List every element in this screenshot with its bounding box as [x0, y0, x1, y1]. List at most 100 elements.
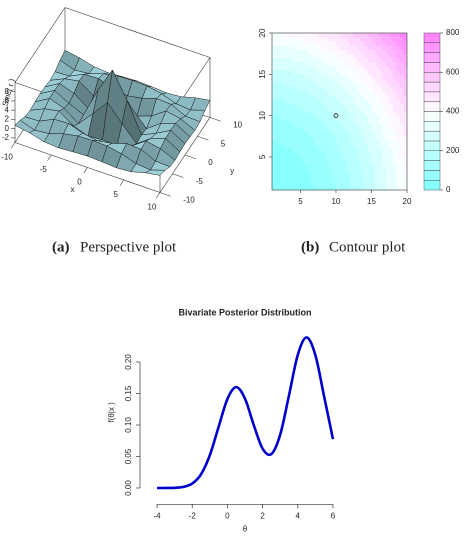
- contour-cell: [375, 156, 379, 162]
- contour-cell: [328, 61, 333, 67]
- contour-cell: [296, 82, 301, 88]
- contour-cell: [314, 136, 319, 141]
- contour-cell: [300, 156, 305, 162]
- contour-cell: [279, 57, 284, 63]
- contour-cell: [303, 161, 308, 166]
- contour-cell: [385, 74, 390, 79]
- contour-cell: [282, 41, 287, 46]
- contour-cell: [343, 173, 348, 179]
- contour-cell: [279, 53, 284, 59]
- contour-cell: [367, 169, 372, 174]
- contour-cell: [357, 181, 362, 187]
- contour-cell: [385, 165, 390, 170]
- contour-cell: [293, 45, 298, 50]
- contour-cell: [396, 156, 401, 162]
- contour-cell: [357, 169, 362, 174]
- contour-cell: [389, 148, 394, 154]
- contour-cell: [375, 57, 379, 63]
- contour-cell: [282, 37, 287, 42]
- contour-cell: [364, 74, 369, 79]
- contour-cell: [399, 136, 404, 141]
- point: [333, 113, 339, 118]
- contour-cell: [289, 169, 294, 174]
- contour-cell: [339, 140, 344, 145]
- contour-cell: [279, 177, 284, 183]
- contour-cell: [282, 61, 287, 67]
- contour-cell: [311, 82, 316, 88]
- contour-cell: [311, 132, 316, 137]
- contour-cell: [375, 49, 379, 55]
- contour-cell: [403, 45, 407, 50]
- contour-cell: [275, 41, 280, 46]
- x-tick-label: 5: [114, 190, 119, 199]
- contour-cell: [282, 185, 287, 190]
- contour-cell: [265, 91, 269, 96]
- contour-cell: [382, 140, 387, 145]
- contour-cell: [385, 41, 390, 46]
- contour-cell: [360, 119, 365, 125]
- contour-cell: [371, 86, 376, 92]
- contour-cell: [279, 123, 284, 129]
- contour-cell: [375, 123, 379, 129]
- contour-cell: [332, 111, 337, 117]
- contour-cell: [382, 86, 387, 92]
- contour-cell: [371, 103, 376, 108]
- contour-cell: [378, 66, 383, 71]
- contour-cell: [325, 156, 330, 162]
- contour-cell: [367, 185, 372, 190]
- contour-cell: [272, 181, 276, 187]
- contour-cell: [265, 178, 269, 183]
- contour-cell: [335, 132, 340, 137]
- contour-cell: [346, 66, 351, 71]
- contour-cell: [364, 156, 369, 162]
- contour-cell: [293, 82, 298, 88]
- contour-cell: [328, 132, 333, 137]
- contour-cell: [289, 156, 294, 162]
- contour-cell: [389, 82, 394, 88]
- contour-cell: [314, 99, 319, 104]
- contour-cell: [286, 115, 291, 121]
- contour-cell: [303, 66, 308, 71]
- contour-cell: [382, 111, 387, 117]
- contour-cell: [360, 115, 365, 121]
- contour-cell: [289, 57, 294, 63]
- contour-cell: [392, 123, 397, 129]
- contour-cell: [286, 136, 291, 141]
- contour-cell: [378, 165, 383, 170]
- contour-cell: [318, 156, 323, 162]
- contour-cell: [300, 82, 305, 88]
- contour-cell: [343, 185, 348, 190]
- contour-cell: [396, 90, 401, 96]
- contour-cell: [396, 194, 400, 199]
- contour-cell: [382, 144, 387, 150]
- contour-cell: [367, 70, 372, 75]
- contour-cell: [392, 49, 397, 55]
- contour-cell: [328, 119, 333, 125]
- contour-cell: [378, 61, 383, 67]
- contour-cell: [346, 53, 351, 59]
- contour-cell: [357, 173, 362, 179]
- contour-cell: [360, 86, 365, 92]
- contour-cell: [392, 140, 397, 145]
- contour-cell: [318, 37, 323, 42]
- contour-cell: [392, 136, 397, 141]
- contour-cell: [286, 148, 291, 154]
- contour-cell: [357, 111, 362, 117]
- contour-cell: [343, 119, 348, 125]
- contour-cell: [389, 136, 394, 141]
- contour-cell: [389, 49, 394, 55]
- contour-cell: [303, 128, 308, 133]
- contour-cell: [289, 161, 294, 166]
- contour-cell: [286, 128, 291, 133]
- contour-cell: [321, 136, 326, 141]
- contour-cell: [389, 156, 394, 162]
- contour-cell: [307, 103, 312, 108]
- contour-cell: [396, 70, 401, 75]
- contour-cell: [382, 33, 387, 38]
- contour-cell: [382, 194, 386, 199]
- contour-cell: [307, 94, 312, 100]
- contour-cell: [399, 119, 404, 125]
- x-tick-label: 4: [296, 511, 301, 520]
- contour-cell: [275, 177, 280, 183]
- contour-cell: [389, 123, 394, 129]
